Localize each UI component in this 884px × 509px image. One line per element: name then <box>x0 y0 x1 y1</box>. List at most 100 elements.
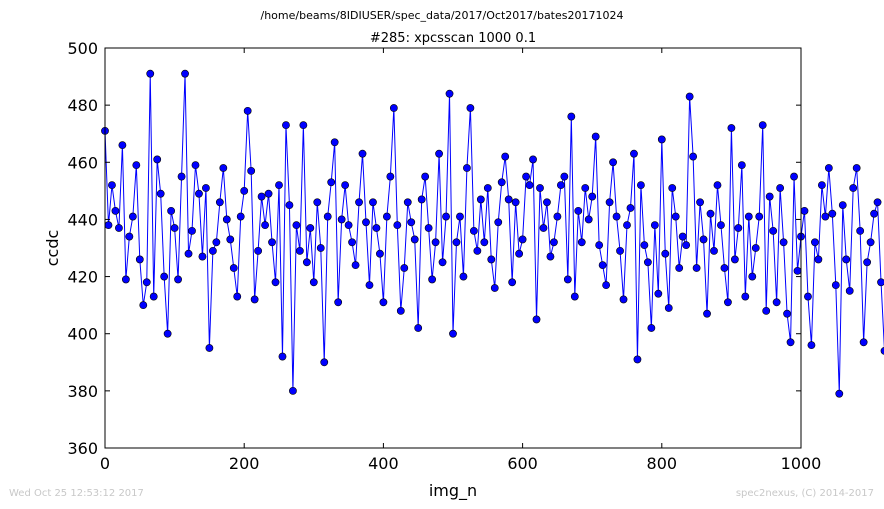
data-point <box>323 212 332 221</box>
data-point <box>831 281 840 290</box>
data-point <box>118 141 127 150</box>
data-point <box>682 241 691 250</box>
chart-suptitle: /home/beams/8IDIUSER/spec_data/2017/Oct2… <box>261 9 624 22</box>
data-point <box>240 186 249 195</box>
data-point <box>174 275 182 284</box>
data-point <box>744 212 753 221</box>
data-point <box>226 235 235 244</box>
data-point <box>623 221 631 230</box>
data-point <box>588 192 597 201</box>
data-point <box>410 235 419 244</box>
data-point <box>202 184 210 192</box>
x-tick-label: 200 <box>229 454 260 473</box>
data-point <box>616 246 624 255</box>
data-point <box>414 324 423 332</box>
data-point <box>501 152 510 161</box>
data-point <box>563 275 572 284</box>
data-point <box>703 309 711 318</box>
data-point <box>435 149 443 158</box>
data-point <box>811 238 819 247</box>
data-point <box>153 155 162 164</box>
data-point <box>219 164 228 172</box>
x-tick-label: 600 <box>507 454 538 473</box>
data-point <box>866 238 875 247</box>
data-point <box>275 181 283 190</box>
series-layer <box>101 69 884 398</box>
data-point <box>574 206 583 215</box>
data-point <box>873 198 882 207</box>
data-point <box>376 249 384 258</box>
chart-title: #285: xpcsscan 1000 0.1 <box>370 31 536 46</box>
data-point <box>835 389 844 398</box>
y-tick-label: 360 <box>67 439 98 458</box>
data-point <box>668 184 677 192</box>
data-point <box>142 278 151 287</box>
data-point <box>675 264 684 272</box>
data-point <box>748 272 757 281</box>
data-point <box>365 281 374 290</box>
data-point <box>139 301 148 310</box>
data-point <box>511 198 520 207</box>
data-point <box>490 284 499 292</box>
data-point <box>689 152 698 161</box>
data-point <box>525 181 534 190</box>
data-point <box>692 264 701 272</box>
data-point <box>696 198 704 207</box>
data-point <box>135 255 144 264</box>
data-point <box>817 181 826 190</box>
data-point <box>302 258 311 267</box>
data-point <box>699 235 708 244</box>
data-point <box>710 246 718 255</box>
data-point <box>783 309 791 318</box>
data-point <box>327 178 336 187</box>
data-point <box>257 192 266 201</box>
data-point <box>637 181 645 190</box>
data-point <box>128 212 137 221</box>
axes-layer: 0 200 400 600 800 1000 360 380 400 420 440 460 480 50… <box>67 39 821 473</box>
data-point <box>776 184 785 192</box>
y-tick-label: 460 <box>67 153 98 172</box>
data-point <box>417 195 426 204</box>
data-point <box>428 275 437 284</box>
data-point <box>591 132 600 141</box>
data-point <box>299 121 308 130</box>
data-point <box>261 221 269 230</box>
data-point <box>769 226 778 235</box>
data-point <box>522 172 530 181</box>
data-point <box>737 161 746 170</box>
data-point <box>170 224 179 232</box>
data-point <box>487 255 496 264</box>
data-point <box>814 255 823 264</box>
data-point <box>647 324 656 332</box>
data-point <box>727 124 736 132</box>
data-point <box>208 246 217 255</box>
y-tick-label: 440 <box>67 210 98 229</box>
data-point <box>877 278 884 287</box>
data-point <box>400 264 409 272</box>
data-point <box>595 241 604 250</box>
x-axis-label: img_n <box>429 481 477 501</box>
data-point <box>567 112 576 121</box>
data-point <box>463 164 471 172</box>
data-point <box>195 189 203 198</box>
data-point <box>111 206 120 215</box>
data-point <box>243 106 252 115</box>
data-point <box>483 184 492 192</box>
data-point <box>546 252 555 261</box>
data-point <box>807 341 816 350</box>
data-point <box>205 344 214 352</box>
data-point <box>348 238 356 247</box>
data-point <box>790 172 798 181</box>
data-point <box>306 224 315 232</box>
data-point <box>605 198 614 207</box>
data-point <box>560 172 569 181</box>
data-point <box>379 298 388 307</box>
data-point <box>598 261 607 270</box>
data-point <box>313 198 322 207</box>
x-tick-label: 800 <box>647 454 678 473</box>
data-point <box>320 358 329 367</box>
data-point <box>236 212 245 221</box>
data-point <box>181 69 189 78</box>
data-point <box>880 346 884 355</box>
